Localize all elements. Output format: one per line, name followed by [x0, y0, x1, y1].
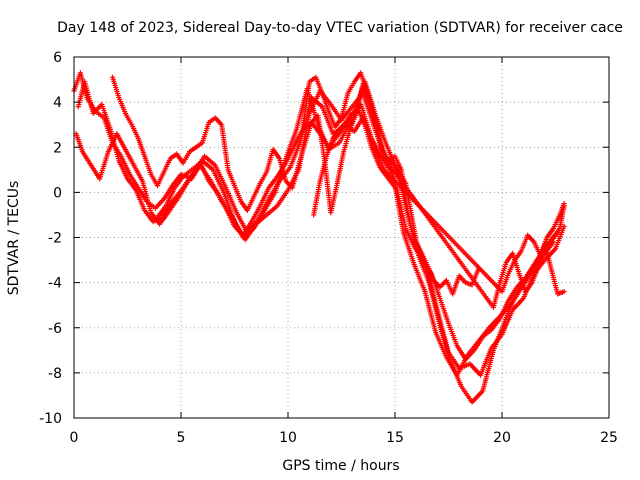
x-tick-label: 25 — [600, 430, 618, 446]
series-track-4 — [109, 74, 482, 297]
data-point — [475, 266, 482, 272]
data-points — [71, 70, 567, 405]
x-tick-label: 20 — [493, 430, 511, 446]
series-track-5 — [154, 115, 567, 362]
axis-ticks — [73, 56, 610, 419]
x-tick-label: 5 — [177, 430, 186, 446]
x-tick-label: 15 — [386, 430, 404, 446]
y-axis-label: SDTVAR / TECUs — [6, 181, 22, 296]
data-point — [561, 289, 567, 295]
y-tick-label: -2 — [48, 231, 62, 247]
y-tick-label: -4 — [48, 276, 62, 292]
x-axis-label: GPS time / hours — [282, 458, 399, 474]
y-tick-label: 4 — [53, 95, 62, 111]
series-track-3 — [73, 85, 556, 378]
y-tick-label: -6 — [48, 321, 62, 337]
x-tick-label: 0 — [70, 430, 79, 446]
chart-title: Day 148 of 2023, Sidereal Day-to-day VTE… — [57, 20, 623, 36]
y-tick-label: 6 — [53, 50, 62, 66]
data-point — [561, 201, 567, 207]
y-tick-label: -10 — [39, 411, 62, 427]
tick-labels: 0 5 10 15 20 25 -10 -8 -6 -4 -2 0 2 4 6 — [39, 50, 618, 446]
series-track-7 — [311, 108, 567, 295]
x-tick-label: 10 — [279, 430, 297, 446]
y-tick-label: 2 — [53, 140, 62, 156]
y-tick-label: -8 — [48, 366, 62, 382]
y-tick-label: 0 — [53, 185, 62, 201]
gridlines — [74, 57, 609, 418]
series-track-1 — [71, 70, 567, 378]
